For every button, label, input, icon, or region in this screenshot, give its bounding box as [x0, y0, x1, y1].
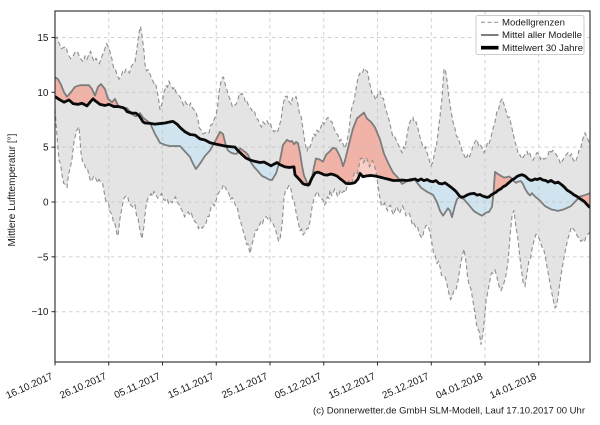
svg-text:Mittel aller Modelle: Mittel aller Modelle	[502, 30, 582, 41]
svg-text:10: 10	[37, 88, 49, 99]
svg-text:(c) Donnerwetter.de GmbH SLM-M: (c) Donnerwetter.de GmbH SLM-Modell, Lau…	[313, 406, 585, 417]
svg-text:Mittlere Lufttemperatur [°]: Mittlere Lufttemperatur [°]	[7, 133, 18, 246]
svg-text:Mittelwert 30 Jahre: Mittelwert 30 Jahre	[502, 43, 583, 54]
svg-text:15: 15	[37, 33, 49, 44]
svg-text:Modellgrenzen: Modellgrenzen	[502, 18, 565, 29]
svg-text:−10: −10	[32, 307, 49, 318]
svg-text:0: 0	[43, 198, 49, 209]
svg-text:5: 5	[43, 143, 49, 154]
svg-text:−5: −5	[37, 252, 49, 263]
